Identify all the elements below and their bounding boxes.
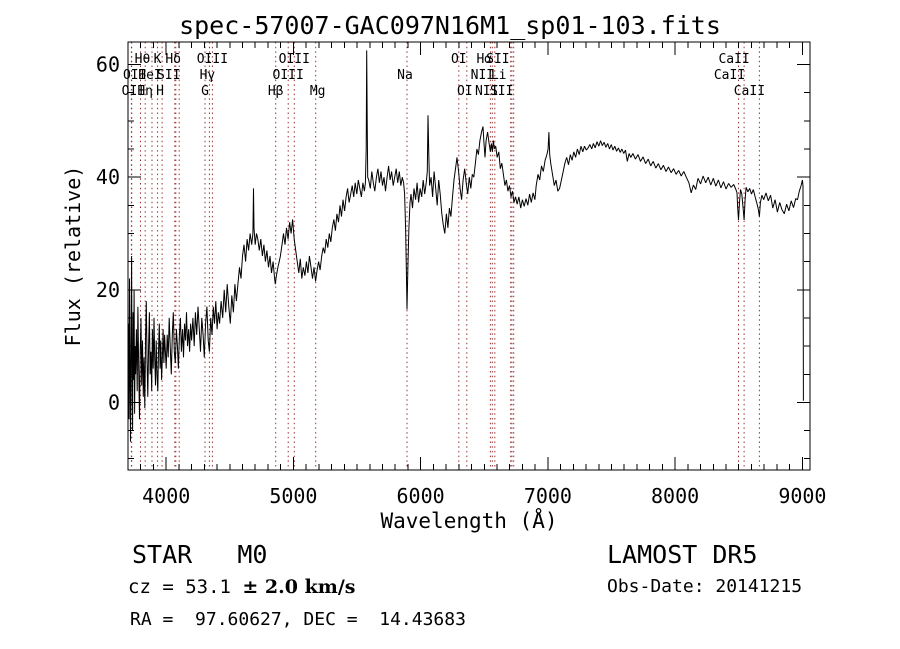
- x-tick-label: 9000: [778, 484, 826, 508]
- spectral-line-label: Hδ: [165, 52, 181, 67]
- y-axis-title: Flux (relative): [61, 166, 85, 347]
- spectral-line-label: CaII: [718, 52, 749, 67]
- x-tick-label: 4000: [142, 484, 190, 508]
- spectral-line-label: H: [156, 84, 164, 99]
- spectral-line-label: CaII: [714, 68, 745, 83]
- radial-velocity-label: cz = 53.1 ± 2.0 km/s: [128, 578, 356, 597]
- spectral-line-label: Hη: [137, 84, 153, 99]
- spectral-line-label: G: [201, 84, 209, 99]
- spectral-line-label: Hα: [476, 52, 492, 67]
- spectral-line-label: Hθ: [135, 52, 151, 67]
- x-tick-label: 6000: [397, 484, 445, 508]
- spectral-line-label: SII: [490, 84, 513, 99]
- y-tick-label: 40: [96, 165, 120, 189]
- x-tick-label: 5000: [269, 484, 317, 508]
- spectral-line-label: OIII: [279, 52, 310, 67]
- spectral-line-label: OI: [457, 84, 473, 99]
- cz-value: cz = 53.1: [128, 576, 243, 598]
- spectral-line-label: SII: [486, 52, 509, 67]
- y-tick-label: 60: [96, 53, 120, 77]
- page-title: spec-57007-GAC097N16M1_sp01-103.fits: [179, 11, 721, 40]
- spectral-line-label: OIII: [197, 52, 228, 67]
- spectral-line-label: OIII: [273, 68, 304, 83]
- spectral-line-label: OI: [451, 52, 467, 67]
- cz-uncertainty: ± 2.0 km/s: [242, 576, 356, 598]
- survey-release-label: LAMOST DR5: [607, 540, 758, 569]
- y-tick-label: 0: [108, 390, 120, 414]
- plot-frame: [127, 41, 811, 471]
- object-class-label: STAR M0: [132, 540, 268, 569]
- spectral-line-label: Hγ: [200, 68, 216, 83]
- x-axis-title: Wavelength (Å): [380, 507, 557, 533]
- spectral-line-label: CaII: [734, 84, 765, 99]
- spectral-line-label: OII: [122, 84, 145, 99]
- spectral-line-label: Li: [491, 68, 507, 83]
- y-tick-label: 20: [96, 278, 120, 302]
- x-tick-label: 7000: [524, 484, 572, 508]
- x-tick-label: 8000: [651, 484, 699, 508]
- spectral-line-label: NII: [471, 68, 494, 83]
- obs-date-label: Obs-Date: 20141215: [607, 576, 803, 597]
- spectral-line-label: OII: [123, 68, 146, 83]
- coordinates-label: RA = 97.60627, DEC = 14.43683: [130, 609, 466, 630]
- tick-labels: 4000 5000 6000 7000 8000 9000 0 20 40 60: [96, 53, 827, 509]
- spectral-line-label: HeI: [138, 68, 161, 83]
- spectral-line-label: Hβ: [268, 84, 284, 99]
- spectral-line-label: Mg: [310, 84, 326, 99]
- axes: [127, 41, 811, 471]
- spectral-line-label: SII: [157, 68, 180, 83]
- spectrum-trace: [127, 50, 804, 442]
- spectral-line-label: K: [154, 52, 162, 67]
- spectral-line-label: NII: [475, 84, 498, 99]
- spectral-line-label: Na: [397, 68, 413, 83]
- spectral-line-markers: [130, 42, 760, 470]
